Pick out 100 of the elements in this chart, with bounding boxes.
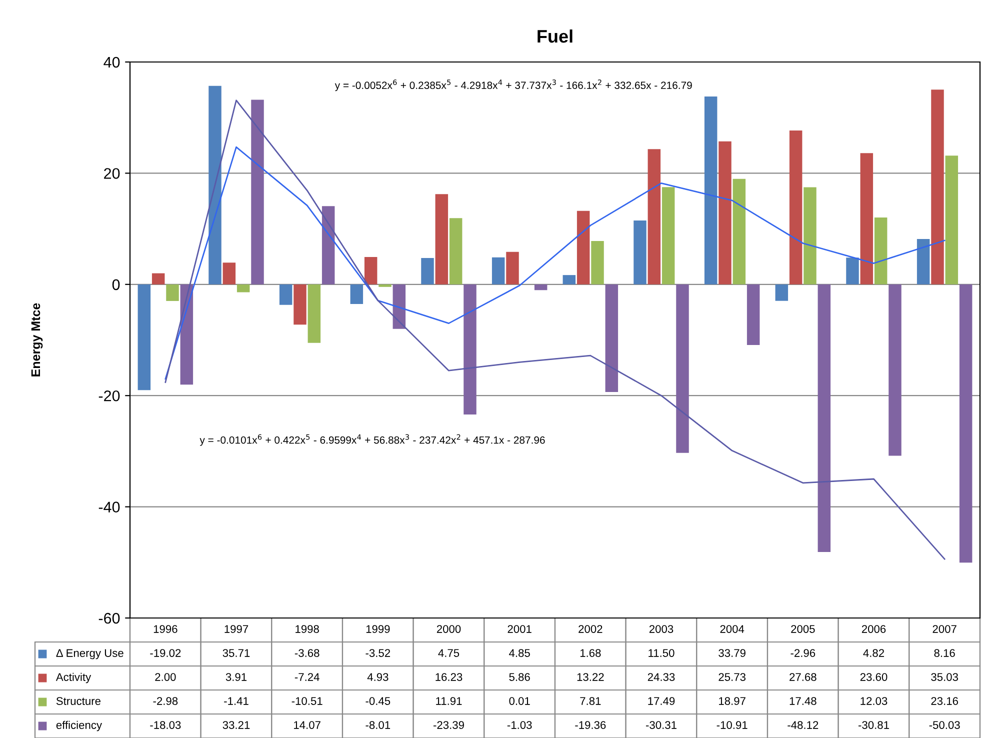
bar <box>718 141 732 284</box>
bar <box>732 178 746 284</box>
data-label: 7.81 <box>580 697 601 705</box>
bar <box>648 149 661 284</box>
data-label: 17.49 <box>648 697 675 705</box>
data-label: -19.02 <box>150 649 181 657</box>
legend-label: efficiency <box>56 720 102 732</box>
y-tick-label: -20 <box>98 390 120 402</box>
data-label: 24.33 <box>648 673 675 681</box>
data-label: 11.50 <box>648 649 674 657</box>
data-label: 4.85 <box>509 649 530 657</box>
x-tick-label: 1997 <box>224 625 248 633</box>
data-label: 33.21 <box>222 721 250 729</box>
bar <box>208 86 222 284</box>
data-label: -1.03 <box>507 721 532 729</box>
data-label: 4.93 <box>367 673 388 681</box>
data-label: 8.16 <box>934 649 955 657</box>
bar <box>449 218 462 284</box>
x-tick-label: 2000 <box>436 625 461 633</box>
bar <box>534 284 548 290</box>
bar <box>222 262 236 284</box>
bar <box>279 284 292 305</box>
x-tick-label: 2005 <box>791 625 815 633</box>
x-tick-label: 2002 <box>578 625 602 633</box>
y-tick-label: 20 <box>104 168 120 179</box>
y-tick-label: -60 <box>98 612 120 624</box>
chart-title: Fuel <box>538 29 572 43</box>
bar <box>506 252 519 284</box>
data-label: -10.51 <box>292 697 322 705</box>
data-label: -0.45 <box>366 697 390 705</box>
data-label: 5.86 <box>509 673 530 681</box>
data-label: 23.60 <box>860 673 888 681</box>
x-tick-label: 1999 <box>366 625 390 633</box>
x-tick-label: 2004 <box>720 625 744 633</box>
bar <box>364 256 378 284</box>
bar <box>591 240 604 284</box>
bar <box>421 258 434 284</box>
data-label: -18.03 <box>150 721 181 729</box>
bar <box>350 284 364 304</box>
bar <box>662 187 675 284</box>
data-label: 4.82 <box>863 649 884 657</box>
line-series <box>164 100 946 560</box>
data-label: 16.23 <box>436 673 462 681</box>
data-label: -30.31 <box>646 721 676 729</box>
bar <box>492 257 505 284</box>
bar <box>888 284 902 456</box>
data-label: -2.98 <box>153 697 178 705</box>
data-label: -3.68 <box>294 649 320 657</box>
legend-label: Δ Energy Use <box>56 649 124 660</box>
data-label: -30.81 <box>858 721 889 729</box>
data-label: 23.16 <box>931 697 958 705</box>
data-label: -23.39 <box>433 721 464 729</box>
bar <box>775 284 788 301</box>
bar <box>464 284 476 414</box>
bar <box>959 284 972 563</box>
data-label: 27.68 <box>790 673 816 681</box>
bar <box>746 284 760 346</box>
bar <box>435 194 448 284</box>
bar <box>322 206 335 284</box>
bar <box>236 284 250 292</box>
bar <box>704 96 718 284</box>
bar <box>166 284 179 301</box>
bar <box>138 284 151 390</box>
bar <box>392 284 406 329</box>
x-tick-label: 1998 <box>296 625 319 633</box>
data-label: -3.52 <box>366 649 390 657</box>
text: y = -0.0052x$^{6}$ + 0.2385x$^{5}$ - 4.2918x$^{4}$ + 37.737x$^{3}$ - 166.1x$^{2}$ + 332.65x - 216.79 <box>334 80 692 92</box>
bar <box>378 284 392 287</box>
bar <box>874 218 888 284</box>
data-label: 33.79 <box>718 649 746 657</box>
data-label: 35.03 <box>931 673 958 681</box>
data-label: 35.71 <box>222 649 250 657</box>
data-label: 14.07 <box>294 721 320 729</box>
y-tick-label: 0 <box>112 279 120 290</box>
data-label: 0.01 <box>509 697 530 705</box>
data-label: 4.75 <box>438 649 460 657</box>
x-tick-label: 2007 <box>932 625 956 633</box>
data-label: 18.97 <box>719 697 746 705</box>
bar <box>308 284 321 343</box>
bar <box>818 284 831 552</box>
data-label: 12.03 <box>860 697 888 705</box>
data-label: 3.91 <box>226 673 247 681</box>
x-tick-label: 2001 <box>508 625 532 633</box>
y-axis-title: Energy Mtce <box>31 303 43 376</box>
bar <box>605 284 618 392</box>
legend-label: Structure <box>56 697 100 705</box>
data-label: -10.91 <box>716 721 748 729</box>
data-label: -19.36 <box>575 721 606 729</box>
data-label: 17.48 <box>790 697 816 705</box>
data-label: 13.22 <box>577 673 604 681</box>
y-tick-label: 40 <box>104 56 120 68</box>
bar <box>931 90 944 284</box>
data-label: 2.00 <box>155 673 176 681</box>
bar <box>916 239 930 284</box>
y-tick-label: -40 <box>98 502 120 512</box>
data-label: 11.91 <box>436 697 462 705</box>
bar <box>294 284 306 325</box>
bar <box>945 156 958 284</box>
text: y = -0.0101x$^{6}$ + 0.422x$^{5}$ - 6.9599x$^{4}$ + 56.88x$^{3}$ - 237.42x$^{2}$ + 457.1x - 287.96 <box>200 434 545 446</box>
data-label: -48.12 <box>788 721 818 729</box>
